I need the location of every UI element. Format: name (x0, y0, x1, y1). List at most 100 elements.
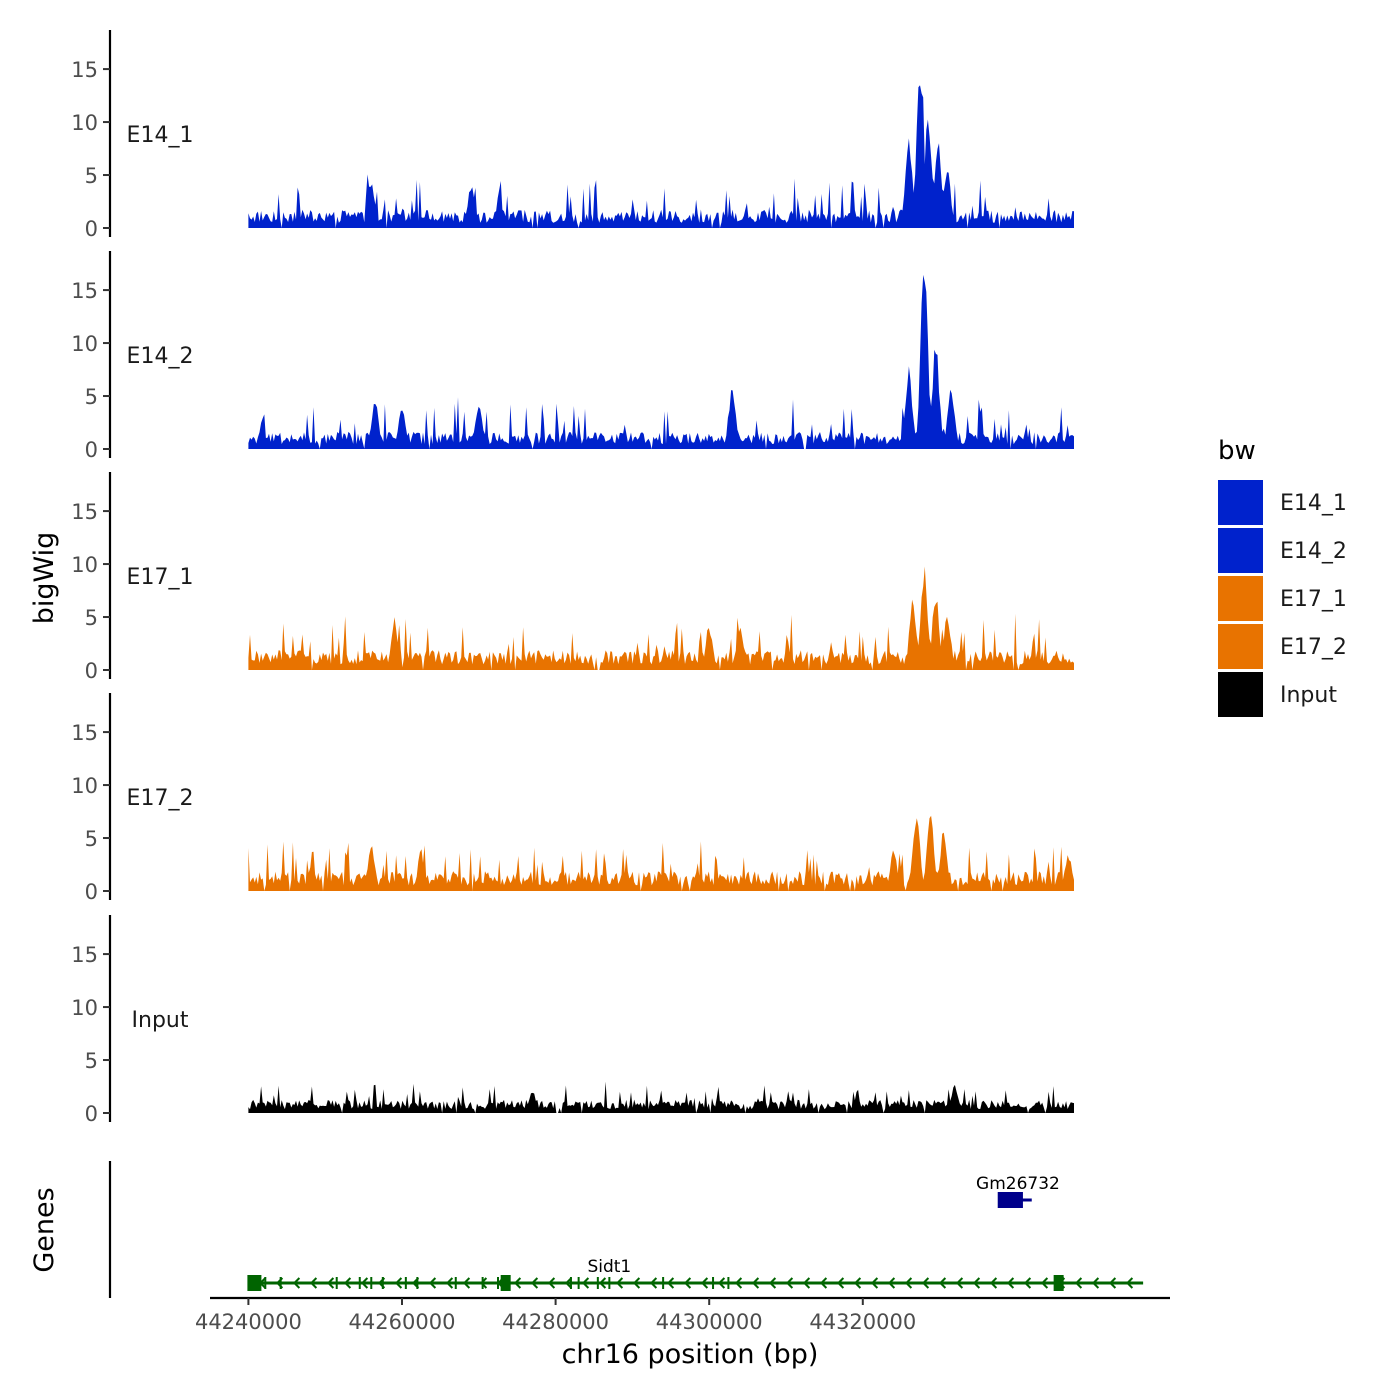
strand-arrow (445, 1277, 454, 1289)
exon (500, 1275, 511, 1291)
panel-label: E17_2 (127, 786, 194, 811)
strand-arrow (632, 1277, 641, 1289)
legend-swatch (1218, 624, 1263, 669)
signal-area (248, 85, 1074, 228)
legend-swatch (1218, 480, 1263, 525)
strand-arrow (819, 1277, 828, 1289)
strand-arrow (462, 1277, 471, 1289)
strand-arrow (513, 1277, 522, 1289)
strand-arrow (1125, 1277, 1134, 1289)
legend: bw E14_1 E14_2 E17_1 E17_2 Input (1218, 436, 1347, 717)
signal-area (248, 566, 1074, 670)
y-tick-label: 5 (85, 827, 98, 851)
exon (608, 1277, 611, 1289)
exon (1012, 1192, 1023, 1208)
y-tick-label: 10 (71, 553, 98, 577)
strand-arrow (1108, 1277, 1117, 1289)
strand-arrow (598, 1277, 607, 1289)
strand-arrow (343, 1277, 352, 1289)
signal-area (248, 815, 1074, 891)
exon (404, 1277, 407, 1289)
exon (712, 1277, 715, 1289)
legend-swatch (1218, 672, 1263, 717)
strand-arrow (547, 1277, 556, 1289)
strand-arrow (1040, 1277, 1049, 1289)
strand-arrow (921, 1277, 930, 1289)
exon (1053, 1275, 1064, 1291)
exon (727, 1277, 730, 1289)
y-tick-label: 0 (85, 217, 98, 241)
strand-arrow (292, 1277, 301, 1289)
y-tick-label: 0 (85, 438, 98, 462)
strand-arrow (785, 1277, 794, 1289)
y-tick-label: 10 (71, 774, 98, 798)
y-tick-label: 15 (71, 500, 98, 524)
signal-panels: 0 5 10 15 E14_1 0 5 10 15 E14_2 0 5 10 15 E17_1 0 5 10 15 E… (71, 30, 1074, 1126)
strand-arrow (309, 1277, 318, 1289)
legend-label: E17_1 (1280, 587, 1347, 612)
legend-label: E14_2 (1280, 539, 1347, 564)
y-tick-label: 5 (85, 385, 98, 409)
x-axis: 44240000 44260000 44280000 44300000 44320000 (195, 1296, 1170, 1334)
y-tick-label: 0 (85, 880, 98, 904)
y-tick-label: 15 (71, 721, 98, 745)
signal-area (248, 1081, 1074, 1113)
strand-arrow (802, 1277, 811, 1289)
strand-arrow (683, 1277, 692, 1289)
y-tick-label: 10 (71, 996, 98, 1020)
strand-arrow (1091, 1277, 1100, 1289)
strand-arrow (887, 1277, 896, 1289)
legend-label: E14_1 (1280, 491, 1347, 516)
strand-arrow (870, 1277, 879, 1289)
panel-e14-2: 0 5 10 15 E14_2 (71, 251, 1074, 462)
exon (370, 1277, 373, 1289)
exon (596, 1277, 599, 1289)
legend-swatch (1218, 528, 1263, 573)
panel-e17-2: 0 5 10 15 E17_2 (71, 693, 1074, 904)
strand-arrow (428, 1277, 437, 1289)
strand-arrow (989, 1277, 998, 1289)
exon (381, 1277, 384, 1289)
strand-arrow (717, 1277, 726, 1289)
legend-label: E17_2 (1280, 635, 1347, 660)
strand-arrow (904, 1277, 913, 1289)
strand-arrow (955, 1277, 964, 1289)
strand-arrow (751, 1277, 760, 1289)
y-tick-label: 0 (85, 659, 98, 683)
strand-arrow (1023, 1277, 1032, 1289)
legend-label: Input (1280, 683, 1337, 708)
genes-axis-title: Genes (29, 1187, 60, 1272)
panel-e14-1: 0 5 10 15 E14_1 (71, 30, 1074, 241)
exon (264, 1277, 267, 1289)
x-tick-label: 44240000 (195, 1310, 302, 1334)
y-tick-label: 0 (85, 1102, 98, 1126)
strand-arrow (836, 1277, 845, 1289)
x-tick-label: 44280000 (502, 1310, 609, 1334)
y-axis-title: bigWig (29, 532, 60, 625)
strand-arrow (938, 1277, 947, 1289)
x-tick-label: 44260000 (349, 1310, 456, 1334)
panel-label: E14_1 (127, 123, 194, 148)
exon (358, 1277, 361, 1289)
x-tick-label: 44300000 (656, 1310, 763, 1334)
x-axis-title: chr16 position (bp) (562, 1339, 819, 1370)
strand-arrow (972, 1277, 981, 1289)
strand-arrow (581, 1277, 590, 1289)
exon (481, 1277, 484, 1289)
strand-arrow (666, 1277, 675, 1289)
exon (569, 1277, 572, 1289)
gene-sidt1: Sidt1 (247, 1257, 1144, 1291)
legend-swatch (1218, 576, 1263, 621)
panel-label: E17_1 (127, 565, 194, 590)
exon (577, 1277, 580, 1289)
strand-arrow (768, 1277, 777, 1289)
exon (416, 1277, 419, 1289)
legend-title: bw (1218, 436, 1256, 466)
strand-arrow (1074, 1277, 1083, 1289)
exon (279, 1277, 282, 1289)
strand-arrow (530, 1277, 539, 1289)
strand-arrow (649, 1277, 658, 1289)
exon (662, 1277, 665, 1289)
y-tick-label: 15 (71, 943, 98, 967)
